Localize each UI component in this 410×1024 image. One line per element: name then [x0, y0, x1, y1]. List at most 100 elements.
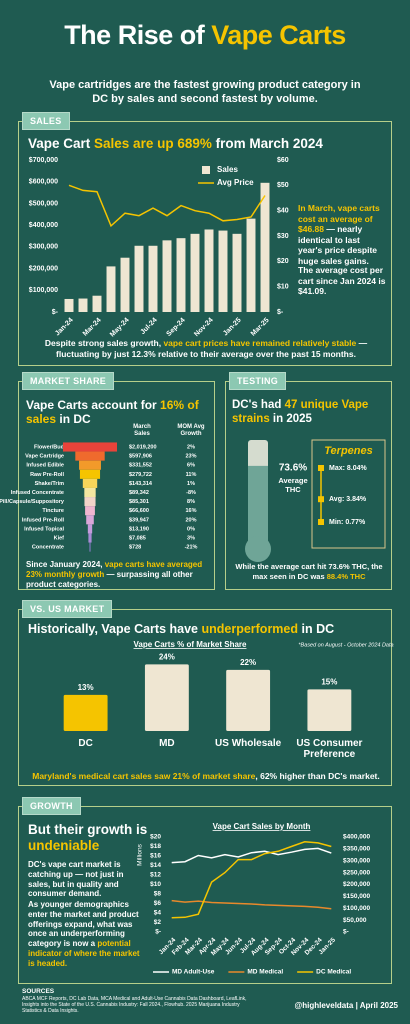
value-label: $13,190 [129, 526, 149, 532]
bar [246, 218, 256, 312]
legend-label: MD Medical [247, 969, 283, 976]
section-heading: Historically, Vape Carts have underperfo… [28, 622, 334, 636]
subtitle: Vape cartridges are the fastest growing … [49, 79, 361, 105]
value-label: Min: 0.77% [329, 519, 366, 526]
growth-label: 23% [185, 454, 196, 460]
text: Historically, Vape Carts have [28, 622, 202, 636]
chart-title: Terpenes [324, 445, 373, 457]
category-label: US Wholesale [215, 738, 282, 749]
text: — surpassing all other product categorie… [26, 570, 193, 589]
value-label: 24% [159, 652, 175, 661]
y-tick-label: $100,000 [29, 287, 58, 294]
value-label: 73.6% [279, 463, 307, 474]
growth-label: -21% [185, 545, 198, 551]
highlight: vape cart prices have remained relativel… [163, 338, 357, 348]
section-heading: DC's had 47 unique Vape strains in 2025 [232, 398, 390, 426]
line [68, 184, 266, 228]
bar [218, 230, 228, 312]
section-tab: MARKET SHARE [22, 372, 115, 390]
value-label: $89,342 [129, 490, 149, 496]
value-label: $728 [129, 545, 141, 551]
funnel-segment [84, 487, 96, 498]
y-tick-label: $20 [150, 834, 161, 841]
range-marker [318, 496, 324, 503]
highlight: vape carts have averaged 23% monthly gro… [26, 560, 203, 579]
text: in DC [298, 622, 335, 636]
bar [204, 229, 214, 312]
bar [64, 298, 74, 312]
y-tick-label: $2 [154, 919, 162, 926]
growth-label: 3% [187, 535, 195, 541]
credit: @highleveldata | April 2025 [294, 1001, 398, 1010]
x-tick-label: May-24 [109, 317, 131, 339]
bar [120, 257, 130, 312]
bar [106, 266, 116, 312]
frame [311, 439, 386, 549]
funnel-segment [89, 542, 91, 552]
section-tab: VS. US MARKET [22, 600, 113, 618]
category-label: Flower/Bud [34, 444, 64, 450]
y2-tick-label: $- [343, 929, 349, 936]
category-label: Kief [54, 535, 65, 541]
text: — nearly identical to last year's price … [298, 224, 378, 266]
title-highlight: Vape Carts [211, 20, 346, 50]
range-marker [318, 465, 324, 471]
y-tick-label: $14 [150, 862, 161, 869]
bar [232, 233, 242, 312]
value-label: 15% [321, 677, 337, 686]
text: in 2025 [269, 413, 312, 425]
bar [176, 238, 186, 312]
section-box [18, 121, 392, 366]
category-label: Vape Cartridge [25, 454, 64, 460]
value-label: $85,301 [129, 499, 149, 505]
paragraph: DC's vape cart market is catching up — n… [28, 860, 124, 899]
funnel-segment [63, 442, 117, 452]
growth-label: 1% [187, 481, 195, 487]
bar [63, 694, 108, 731]
funnel-segment [84, 497, 96, 507]
y2-tick-label: $100,000 [343, 905, 370, 912]
value-label: $597,906 [129, 454, 152, 460]
value-label: $2,019,200 [129, 444, 157, 450]
y-tick-label: $300,000 [29, 244, 58, 251]
caption: Despite strong sales growth, vape cart p… [28, 338, 384, 360]
value-label: Max: 8.04% [329, 465, 368, 472]
growth-label: 8% [187, 499, 195, 505]
growth-label: 11% [186, 472, 197, 478]
y-tick-label: $400,000 [29, 222, 58, 229]
category-label: Concentrate [32, 545, 64, 551]
value-label: 13% [78, 683, 94, 692]
y-tick-label: $6 [154, 900, 162, 907]
y-axis-label: Millions [137, 843, 144, 865]
y2-tick-label: $400,000 [343, 834, 370, 841]
text: Vape Cart [28, 136, 95, 151]
section-box [18, 806, 392, 984]
bar [226, 669, 271, 731]
line [171, 899, 332, 910]
funnel-segment [79, 460, 101, 470]
y-tick-label: $12 [150, 872, 161, 879]
y2-tick-label: $50,000 [343, 917, 367, 924]
line [171, 847, 332, 864]
y-tick-label: $4 [154, 910, 162, 917]
y2-tick-label: $300,000 [343, 857, 370, 864]
category-label: US Consumer Preference [296, 738, 363, 760]
highlight: undeniable [28, 838, 100, 853]
y2-tick-label: $250,000 [343, 869, 370, 876]
text: from March 2024 [211, 136, 323, 151]
thermometer-fill [248, 465, 268, 542]
category-label: Tincture [42, 508, 64, 514]
funnel-segment [85, 506, 95, 516]
sources-title: SOURCES [22, 988, 55, 995]
y2-tick-label: $60 [277, 157, 289, 164]
y-tick-label: $8 [154, 891, 162, 898]
value-label: 22% [240, 658, 256, 667]
legend-label: MD Adult-Use [172, 969, 215, 976]
gauge-label: Average THC [278, 476, 308, 494]
funnel-segment [87, 524, 93, 534]
bar [190, 233, 200, 312]
highlight: Maryland's medical cart sales saw 21% of… [32, 771, 256, 781]
growth-label: 6% [187, 463, 195, 469]
category-label: Shake/Trim [35, 481, 64, 487]
